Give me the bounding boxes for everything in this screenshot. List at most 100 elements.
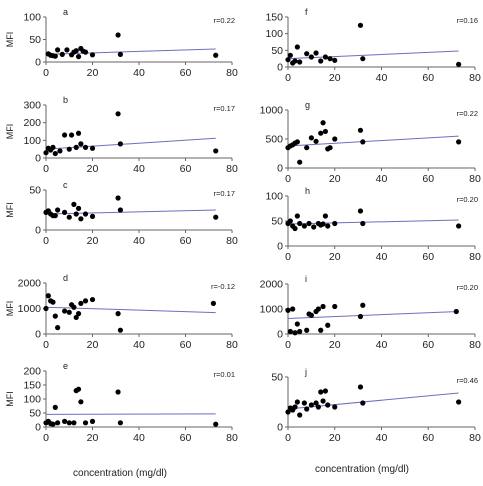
data-point-e-4 [52, 404, 58, 410]
data-point-e-16 [213, 421, 219, 427]
x-tick-label-h-4: 80 [469, 251, 481, 263]
y-axis-label-a: MFI [5, 32, 15, 48]
y-tick-label-d-0: 0 [35, 329, 41, 341]
data-point-d-14 [89, 296, 96, 303]
trendline-b [45, 137, 216, 150]
r-value-j: r=0.46 [457, 376, 478, 385]
data-point-j-6 [301, 400, 307, 406]
x-tick-label-c-2: 40 [133, 235, 145, 247]
panel-letter-i: i [305, 274, 307, 284]
data-point-d-16 [117, 327, 123, 333]
panel-letter-j: j [304, 367, 307, 377]
data-point-e-6 [62, 418, 68, 424]
data-point-i-11 [318, 327, 324, 333]
data-point-h-5 [297, 220, 303, 227]
x-tick-label-a-1: 20 [87, 67, 99, 79]
x-tick-label-f-2: 40 [376, 72, 388, 84]
x-tick-label-i-4: 80 [469, 339, 481, 351]
data-point-e-14 [115, 389, 121, 395]
x-tick-label-i-3: 60 [422, 339, 434, 351]
y-tick-label-e-3: 150 [23, 380, 41, 392]
r-value-e: r=0.01 [214, 370, 235, 379]
data-point-a-9 [73, 48, 79, 54]
y-tick-label-g-2: 1000 [260, 105, 284, 117]
y-tick-label-g-1: 500 [265, 134, 283, 146]
x-tick-label-c-1: 20 [87, 235, 99, 247]
data-point-g-13 [327, 145, 333, 151]
x-tick-label-g-2: 40 [376, 173, 388, 185]
trendline-h [287, 219, 459, 225]
y-tick-label-b-3: 300 [23, 100, 41, 112]
x-tick-label-d-1: 20 [87, 339, 99, 351]
data-point-e-15 [117, 420, 123, 426]
data-point-b-5 [57, 148, 63, 154]
data-point-j-16 [357, 384, 364, 390]
x-tick-label-a-4: 80 [226, 67, 238, 79]
y-tick-label-f-3: 150 [265, 12, 283, 24]
x-tick-label-h-0: 0 [285, 251, 291, 263]
data-point-a-17 [213, 52, 219, 58]
data-point-e-5 [55, 420, 61, 426]
data-point-i-10 [315, 306, 321, 312]
x-tick-label-j-0: 0 [285, 432, 291, 444]
panel-j: 0 50 0 20 40 60 80 j r=0.46 [271, 367, 481, 444]
data-point-b-15 [117, 141, 123, 147]
y-tick-label-a-2: 100 [23, 12, 41, 24]
x-tick-label-g-4: 80 [469, 173, 481, 185]
x-tick-label-e-3: 60 [180, 432, 192, 444]
data-point-b-16 [213, 148, 219, 154]
data-point-b-11 [78, 141, 84, 147]
data-point-a-13 [82, 49, 89, 55]
data-point-f-12 [332, 57, 338, 63]
x-tick-label-j-1: 20 [329, 432, 341, 444]
data-point-f-7 [308, 54, 314, 60]
data-point-d-9 [71, 304, 77, 310]
x-tick-label-c-4: 80 [226, 235, 238, 247]
y-tick-label-a-1: 50 [29, 34, 41, 46]
y-tick-label-b-1: 100 [23, 135, 41, 147]
x-axis-label-left: concentration (mg/dl) [73, 468, 167, 479]
data-point-f-3 [292, 58, 298, 64]
panel-letter-h: h [305, 186, 310, 196]
data-point-c-8 [71, 201, 77, 207]
y-tick-label-g-0: 0 [277, 163, 283, 175]
data-point-d-4 [52, 313, 58, 319]
y-tick-label-i-0: 0 [277, 329, 283, 341]
x-tick-label-h-2: 40 [376, 251, 388, 263]
panel-d: 0 1000 2000 0 20 40 60 80 MFI d r=-0.12 [5, 273, 238, 351]
panel-i: 0 1000 2000 0 20 40 60 80 i r=0.20 [260, 274, 481, 351]
data-point-g-11 [322, 128, 328, 135]
data-point-a-14 [89, 52, 96, 58]
x-axis-label-right: concentration (mg/dl) [315, 464, 409, 475]
x-tick-label-f-4: 80 [469, 72, 481, 84]
y-tick-label-j-0: 0 [277, 422, 283, 434]
data-point-j-0 [285, 409, 291, 415]
y-tick-label-d-1: 1000 [18, 303, 42, 315]
data-point-g-9 [318, 130, 324, 136]
data-point-e-12 [82, 420, 89, 426]
panel-letter-f: f [305, 7, 308, 17]
data-point-f-8 [313, 50, 319, 56]
x-tick-label-d-4: 80 [226, 339, 238, 351]
data-point-h-14 [332, 220, 338, 227]
r-value-a: r=0.22 [214, 16, 235, 25]
x-tick-label-a-2: 40 [133, 67, 145, 79]
x-tick-label-d-2: 40 [133, 339, 145, 351]
data-point-d-11 [75, 311, 82, 317]
x-tick-label-f-3: 60 [422, 72, 434, 84]
data-point-i-6 [304, 327, 310, 333]
y-tick-label-h-1: 50 [271, 216, 283, 228]
data-point-d-12 [78, 300, 84, 306]
data-point-h-13 [325, 223, 331, 229]
data-point-d-3 [50, 299, 56, 305]
data-point-i-8 [308, 312, 314, 318]
x-tick-label-c-0: 0 [43, 235, 49, 247]
data-point-g-15 [357, 127, 364, 133]
panel-g: 0 500 1000 0 20 40 60 80 g r=0.22 [260, 100, 481, 185]
data-point-i-13 [325, 322, 331, 328]
data-point-d-10 [73, 314, 79, 321]
data-point-i-3 [292, 330, 298, 336]
data-point-j-12 [320, 398, 326, 404]
data-point-f-14 [360, 56, 366, 62]
